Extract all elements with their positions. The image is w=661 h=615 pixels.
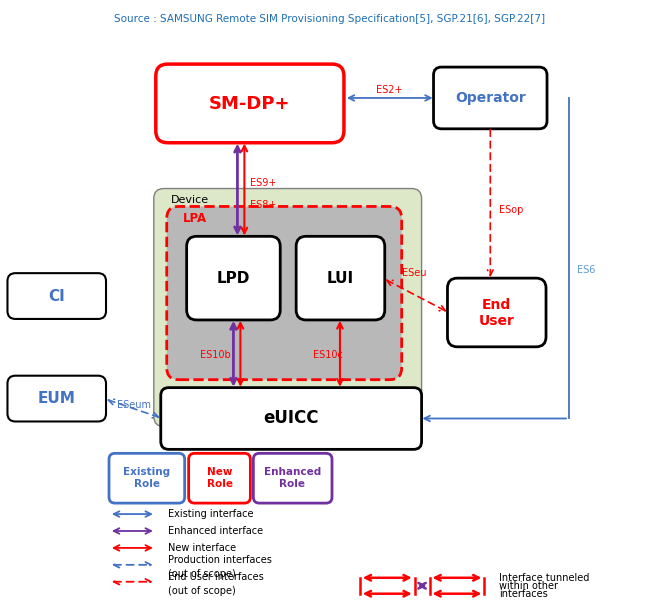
Text: EUM: EUM <box>37 391 75 406</box>
FancyBboxPatch shape <box>154 189 422 426</box>
Text: Interface tunneled: Interface tunneled <box>499 573 590 583</box>
Text: Operator: Operator <box>455 91 525 105</box>
Text: LPD: LPD <box>217 271 250 285</box>
Text: ESeum: ESeum <box>117 400 151 410</box>
FancyBboxPatch shape <box>434 67 547 129</box>
Text: ESeu: ESeu <box>403 268 427 278</box>
Text: Enhanced
Role: Enhanced Role <box>264 467 321 489</box>
Text: Production interfaces: Production interfaces <box>168 555 272 565</box>
FancyBboxPatch shape <box>7 376 106 421</box>
FancyBboxPatch shape <box>156 64 344 143</box>
Text: CI: CI <box>48 288 65 304</box>
FancyBboxPatch shape <box>253 453 332 503</box>
FancyBboxPatch shape <box>7 273 106 319</box>
Text: within other: within other <box>499 581 559 591</box>
Text: ES9+: ES9+ <box>251 178 277 188</box>
Text: New interface: New interface <box>168 543 236 553</box>
Text: Existing
Role: Existing Role <box>123 467 171 489</box>
FancyBboxPatch shape <box>188 453 251 503</box>
Text: interfaces: interfaces <box>499 589 548 598</box>
Text: ES10b: ES10b <box>200 350 231 360</box>
Text: End
User: End User <box>479 298 514 328</box>
Text: Existing interface: Existing interface <box>168 509 253 519</box>
Text: ESop: ESop <box>499 205 524 215</box>
Text: Enhanced interface: Enhanced interface <box>168 526 263 536</box>
Text: ES6: ES6 <box>577 265 596 275</box>
Text: (out of scope): (out of scope) <box>168 569 235 579</box>
Text: End User interfaces: End User interfaces <box>168 572 264 582</box>
FancyBboxPatch shape <box>447 278 546 347</box>
FancyBboxPatch shape <box>296 236 385 320</box>
Text: LUI: LUI <box>327 271 354 285</box>
FancyBboxPatch shape <box>161 387 422 450</box>
FancyBboxPatch shape <box>109 453 184 503</box>
Text: Source : SAMSUNG Remote SIM Provisioning Specification[5], SGP.21[6], SGP.22[7]: Source : SAMSUNG Remote SIM Provisioning… <box>114 14 545 25</box>
Text: ES10c: ES10c <box>313 350 343 360</box>
FancyBboxPatch shape <box>186 236 280 320</box>
Text: ES2+: ES2+ <box>377 85 403 95</box>
Text: eUICC: eUICC <box>264 410 319 427</box>
Text: Device: Device <box>171 196 209 205</box>
Text: ES8+: ES8+ <box>251 200 277 210</box>
Text: (out of scope): (out of scope) <box>168 585 235 596</box>
FancyBboxPatch shape <box>167 207 402 379</box>
Text: New
Role: New Role <box>206 467 233 489</box>
Text: LPA: LPA <box>182 212 207 225</box>
Text: SM-DP+: SM-DP+ <box>209 95 290 113</box>
